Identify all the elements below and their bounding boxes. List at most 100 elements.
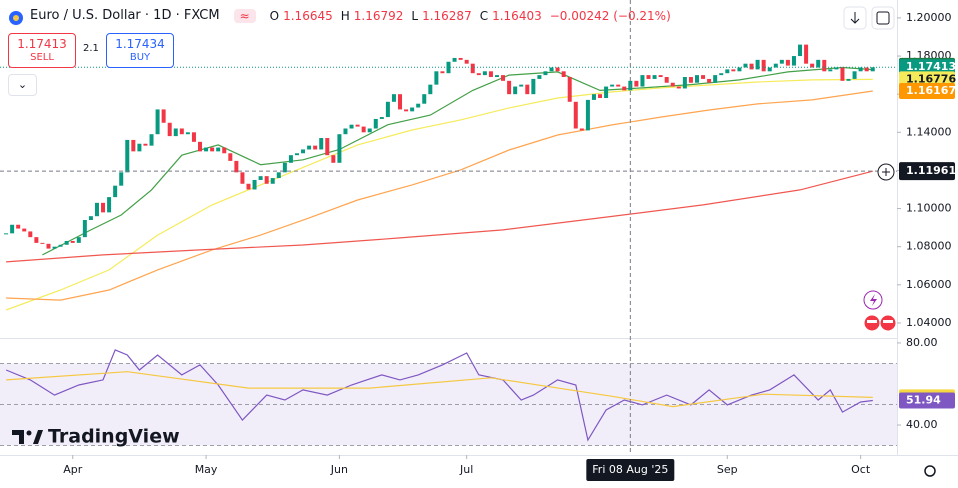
candle <box>598 94 603 98</box>
indicator-line <box>5 349 873 442</box>
candle <box>646 75 651 79</box>
candle <box>749 63 754 70</box>
candle <box>28 231 33 238</box>
candle <box>252 179 257 190</box>
spread: 2.1 <box>83 43 99 54</box>
candle <box>640 75 645 87</box>
logo-icon <box>12 430 24 444</box>
candle <box>131 139 136 152</box>
candle <box>167 122 172 137</box>
candle <box>119 172 124 186</box>
feed-badge[interactable]: ≈ <box>233 8 256 23</box>
candle <box>82 219 87 238</box>
candle <box>10 224 15 234</box>
candle <box>731 69 736 72</box>
candle <box>319 138 324 150</box>
candle <box>58 244 63 247</box>
ohlc-value: 1.16287 <box>422 8 472 23</box>
candle <box>737 67 742 72</box>
candle <box>767 67 772 72</box>
candle <box>864 67 869 72</box>
candle <box>555 67 560 72</box>
fullscreen-button[interactable] <box>871 6 895 30</box>
candle <box>94 202 99 217</box>
y-tick-label: 1.10000 <box>906 202 952 215</box>
candle <box>282 162 287 173</box>
y-tick-label: 1.14000 <box>906 125 952 138</box>
candle <box>198 141 203 152</box>
candle <box>804 44 809 64</box>
candle <box>270 178 275 184</box>
candle <box>622 86 627 91</box>
candle <box>494 75 499 78</box>
candle <box>204 147 209 152</box>
candle <box>16 224 21 229</box>
candle <box>779 59 784 64</box>
flag-stripe <box>883 320 893 323</box>
candle <box>482 71 487 76</box>
indicator-line <box>6 371 873 408</box>
candle <box>476 73 481 76</box>
sell-label: SELL <box>30 52 54 63</box>
candle <box>470 63 475 74</box>
collapse-button[interactable]: ⌄ <box>8 74 37 96</box>
candle <box>652 75 657 79</box>
logo: TradingView <box>12 426 180 448</box>
candle <box>325 138 330 156</box>
x-tick-label: Jun <box>330 463 348 476</box>
candle <box>507 80 512 95</box>
candle <box>798 44 803 57</box>
ohlc-key: L <box>411 8 419 23</box>
price-label: 1.16167 <box>906 84 956 97</box>
candle <box>113 185 118 198</box>
price-label-bg <box>899 82 955 99</box>
logo-icon <box>26 430 32 436</box>
candle <box>701 75 706 79</box>
buy-price: 1.17434 <box>115 37 165 51</box>
y-tick-label: 1.04000 <box>906 316 952 329</box>
sell-button[interactable]: 1.17413 SELL <box>8 33 76 68</box>
candle <box>452 57 457 62</box>
candle <box>210 147 215 152</box>
candle <box>70 240 75 243</box>
candle <box>52 246 57 249</box>
settings-icon[interactable] <box>924 465 936 477</box>
y-tick-label: 1.06000 <box>906 278 952 291</box>
logo-text: TradingView <box>48 426 180 448</box>
candle <box>76 237 81 243</box>
buy-button[interactable]: 1.17434 BUY <box>106 33 174 68</box>
candle <box>513 86 518 95</box>
candle <box>707 78 712 83</box>
symbol-title[interactable]: Euro / U.S. Dollar · 1D · FXCM <box>30 8 220 23</box>
candle <box>446 61 451 74</box>
candle <box>761 59 766 72</box>
candle <box>785 59 790 66</box>
change: −0.00242 (−0.21%) <box>549 8 671 23</box>
candle <box>422 94 427 104</box>
y-tick-label: 1.20000 <box>906 11 952 24</box>
candle <box>858 67 863 72</box>
buy-label: BUY <box>129 52 151 63</box>
price-label: 51.94 <box>906 394 941 407</box>
candle <box>773 63 778 68</box>
candle <box>179 128 184 135</box>
candle <box>349 124 354 129</box>
candle <box>573 101 578 129</box>
candle <box>137 143 142 152</box>
plus-icon <box>882 168 890 176</box>
candle <box>264 176 269 184</box>
candle <box>719 73 724 76</box>
candle <box>22 228 27 232</box>
candle <box>343 128 348 135</box>
price-label: 1.16776 <box>906 72 956 85</box>
candle <box>294 153 299 156</box>
candle <box>307 145 312 150</box>
logo-icon <box>33 430 43 444</box>
candle <box>391 94 396 102</box>
candle <box>4 233 9 235</box>
x-tick-label: Sep <box>717 463 738 476</box>
candle <box>658 75 663 78</box>
candle <box>367 128 372 133</box>
candle <box>258 176 263 180</box>
x-tick-label: Jul <box>459 463 473 476</box>
